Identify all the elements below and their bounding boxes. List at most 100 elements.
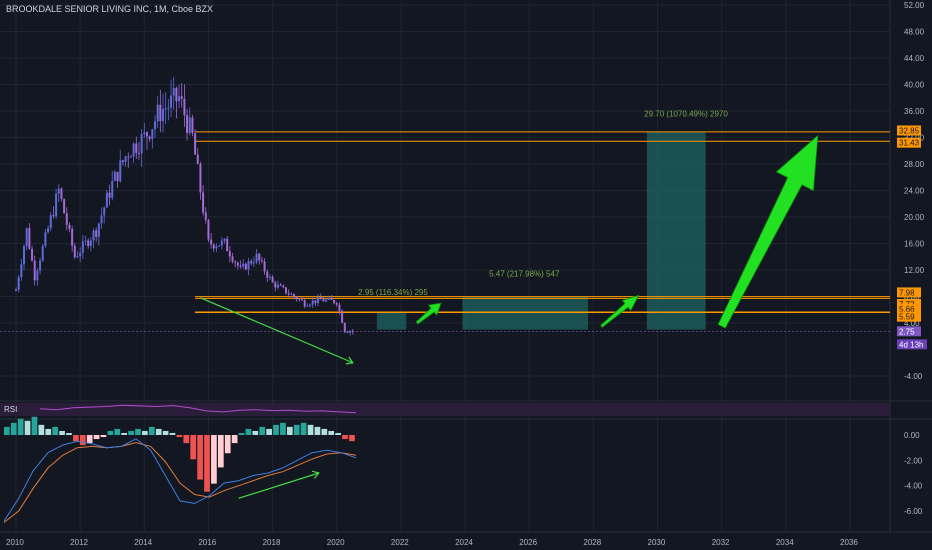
candle-body [113,172,116,181]
macd-line [3,438,357,522]
candle-body [258,253,261,261]
candle-body [319,297,322,300]
macd-histogram-bar [286,426,293,435]
candle-body [103,207,106,216]
candle-body [309,304,312,306]
candle-body [135,143,138,154]
price-tick-label: 16.00 [904,240,925,249]
price-tick-label: 36.00 [904,107,925,116]
candle-body [199,163,202,193]
candle-body [266,271,269,278]
candle-body [52,215,55,217]
candle-body [303,300,306,307]
time-tick-label: 2016 [198,538,216,547]
candle-body [28,228,31,249]
candle-body [81,241,84,253]
candle-body [79,252,82,257]
time-tick-label: 2018 [263,538,281,547]
candle-body [212,244,215,249]
projection-label: 5.47 (217.98%) 547 [489,270,560,279]
macd-histogram-bar [293,424,300,435]
candle-body [39,260,42,271]
candle-body [298,299,301,301]
candle-body [167,107,170,109]
candle-body [17,277,20,290]
macd-histogram-bar [38,424,45,435]
chart-title: BROOKDALE SENIOR LIVING INC, 1M, Cboe BZ… [6,4,214,14]
candle-body [132,143,135,157]
macd-divergence-line [238,472,320,499]
time-tick-label: 2022 [391,538,409,547]
price-tick-label: 20.00 [904,213,925,222]
price-divergence-line [200,297,354,364]
candle-body [164,108,167,110]
macd-tick-label: -4.00 [904,482,923,491]
price-tick-label: 24.00 [904,187,925,196]
candle-body [284,287,287,294]
candle-body [108,192,111,198]
time-tick-label: 2026 [519,538,537,547]
projection-box [376,312,407,330]
candle-body [223,238,226,241]
candle-body [290,294,293,296]
candle-body [338,304,341,311]
macd-divergence-line-head [311,470,320,479]
macd-histogram-bar [211,435,217,484]
projection-label: 29.70 (1070.49%) 2970 [644,109,728,118]
time-tick-label: 2024 [455,538,473,547]
price-tick-label: 40.00 [904,81,925,90]
grid [0,0,932,533]
candle-body [44,232,47,246]
candle-body [346,331,349,333]
candle-body [260,260,263,262]
price-tag-label: 5.66 [899,305,915,314]
price-tag [897,137,921,148]
macd-histogram-bar [86,435,93,444]
candle-body [111,180,114,198]
time-tick-label: 2020 [327,538,345,547]
macd-histogram-bar [107,430,114,435]
rsi-band [0,403,890,416]
projection-box [462,296,589,330]
price-tick-label: 28.00 [904,160,925,169]
macd-histogram-bar [24,420,31,435]
candle-body [63,199,66,214]
candle-body [274,282,277,288]
macd-histogram-bar [245,428,252,435]
candle-body [282,285,285,288]
candle-body [33,260,36,281]
candle-body [228,251,231,257]
macd-histogram-bar [197,435,203,480]
candle-body [188,117,191,134]
candle-body [271,276,274,283]
candle-body [276,284,279,288]
macd-histogram-bar [183,435,190,444]
macd-histogram-bar [4,426,10,435]
macd-histogram-bar [169,432,176,435]
macd-histogram-bar [238,432,245,435]
candle-body [145,132,148,137]
candle-body [330,297,333,300]
candle-body [234,261,237,263]
candle-body [140,134,143,154]
candle-body [196,154,199,164]
candle-body [175,87,178,102]
candle-body [327,297,330,300]
target-arrow [600,294,640,328]
candle-body [178,96,181,102]
macd-histogram-bar [273,424,279,435]
price-pane: 2.95 (116.34%) 295 5.47 (217.98%) 547 29.7… [0,76,890,365]
candle-body [36,270,39,281]
macd-histogram-bar [231,435,238,444]
candle-body [255,253,258,263]
time-tick-label: 2014 [134,538,152,547]
macd-histogram-bar [300,422,307,435]
candle-body [207,220,210,240]
candle-body [191,117,194,134]
macd-histogram-bar [176,435,183,438]
macd-tick-label: 0.00 [904,431,920,440]
macd-histogram-bar [121,432,128,435]
candle-body [239,265,242,267]
candle-body [287,293,290,295]
macd-histogram-bar [342,435,348,440]
